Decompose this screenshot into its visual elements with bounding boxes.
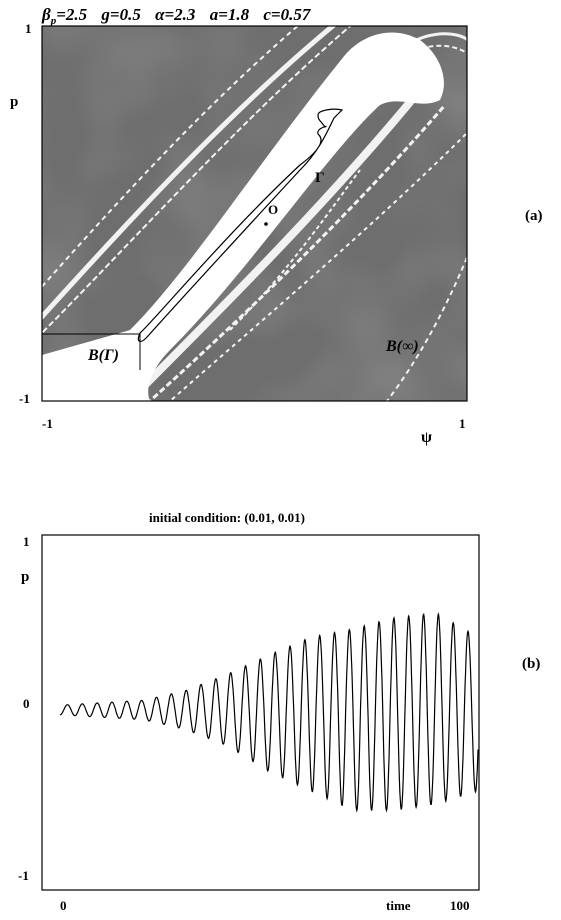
panel-a-xtick-right: 1 — [459, 416, 466, 431]
panel-b-ytick-zero: 0 — [23, 696, 30, 711]
param-beta-value: =2.5 — [56, 5, 87, 24]
filament — [147, 104, 447, 401]
param-beta-sub: p — [50, 15, 57, 27]
param-c-value: =0.57 — [271, 5, 312, 24]
filament — [123, 87, 424, 401]
panel-b-xtick-left: 0 — [60, 898, 67, 913]
param-beta-symbol: β — [41, 5, 51, 24]
param-g-value: =0.5 — [110, 5, 141, 24]
gamma-boundary — [137, 108, 344, 342]
panel-a-label: (a) — [525, 208, 543, 224]
filament — [42, 26, 300, 289]
panel-b-frame — [41, 534, 480, 891]
panel-b-ylabel: p — [21, 569, 29, 585]
basin-filaments — [42, 26, 467, 401]
basin-gamma-box — [42, 333, 141, 370]
filament — [385, 254, 467, 401]
origin-point — [264, 222, 268, 226]
filament — [374, 44, 467, 81]
param-a-value: =1.8 — [218, 5, 249, 24]
panel-b-title: initial condition: (0.01, 0.01) — [149, 510, 305, 525]
panel-a-ytick-top: 1 — [25, 21, 32, 36]
panel-b-ytick-top: 1 — [23, 534, 30, 549]
panel-b-xlabel: time — [386, 898, 411, 913]
panel-b: initial condition: (0.01, 0.01) 1 p 0 -1… — [18, 510, 540, 913]
panel-a: O Γ B(Γ) B(∞) p 1 -1 -1 1 ψ (a) — [10, 21, 543, 446]
panel-a-ylabel: p — [10, 94, 18, 110]
annotation-gamma: Γ — [315, 170, 325, 186]
panel-b-xtick-right: 100 — [450, 898, 470, 913]
param-c-symbol: c — [263, 5, 271, 24]
panel-a-ytick-bottom: -1 — [19, 391, 30, 406]
param-alpha-symbol: α — [155, 5, 165, 24]
annotation-basin-gamma: B(Γ) — [87, 347, 119, 364]
basin-map — [42, 26, 467, 401]
filament — [168, 131, 467, 401]
filament — [42, 26, 352, 335]
annotation-basin-infinity: B(∞) — [385, 338, 419, 355]
parameter-header: βp=2.5 g=0.5 α=2.3 a=1.8 c=0.57 — [41, 5, 312, 27]
panel-a-xtick-left: -1 — [42, 416, 53, 431]
filament — [229, 169, 361, 331]
filament — [42, 26, 337, 321]
panel-b-label: (b) — [522, 656, 540, 672]
param-alpha-value: =2.3 — [165, 5, 196, 24]
panel-a-xlabel: ψ — [421, 429, 432, 446]
param-g-symbol: g — [100, 5, 110, 24]
panel-a-frame — [41, 25, 468, 402]
param-a-symbol: a — [210, 5, 219, 24]
annotation-origin: O — [268, 202, 278, 217]
series-line — [59, 612, 479, 813]
panel-b-ytick-bottom: -1 — [18, 868, 29, 883]
basin-band — [42, 32, 444, 401]
